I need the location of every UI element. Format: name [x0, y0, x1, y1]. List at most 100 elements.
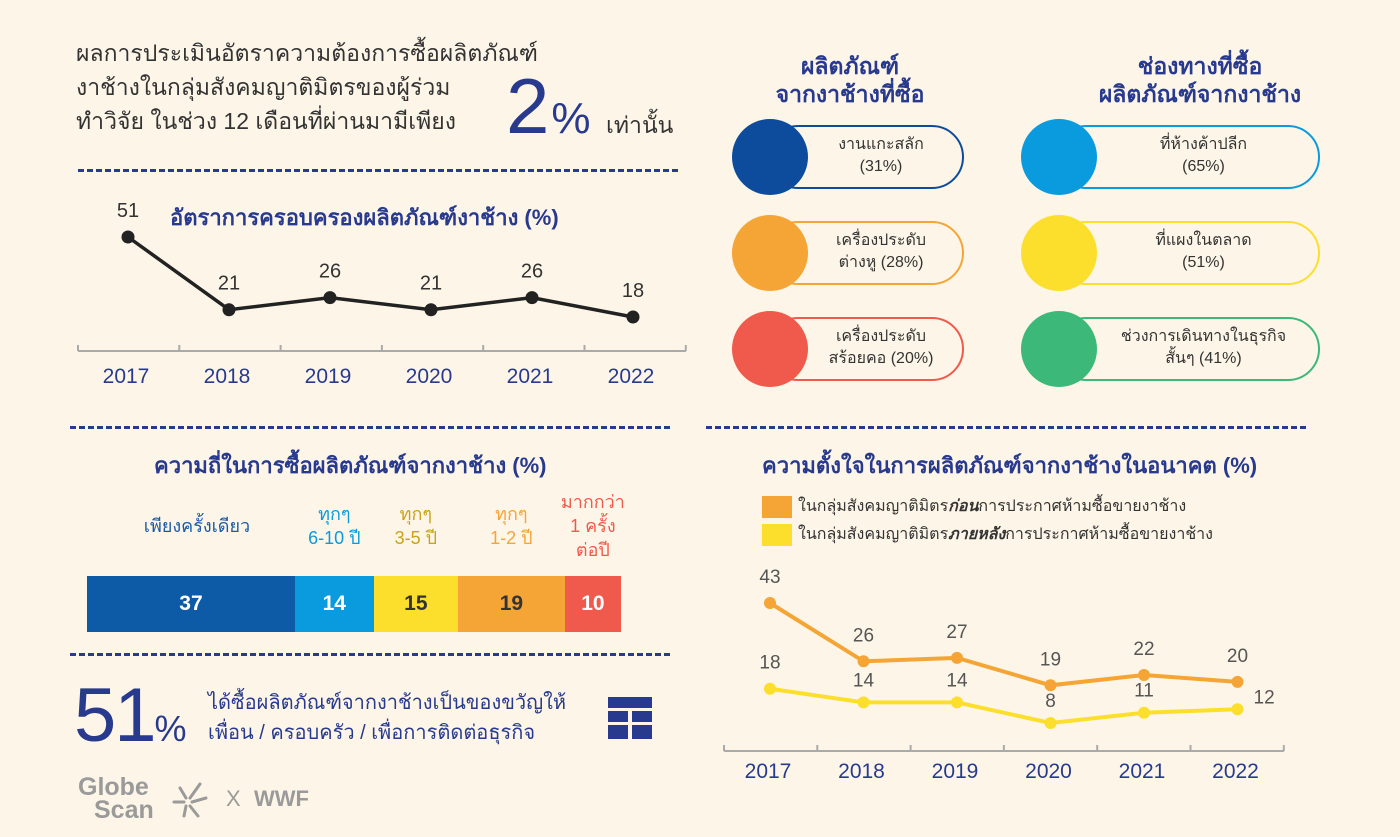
channel-pill-line-1: ที่ห้างค้าปลีก	[1159, 136, 1248, 153]
frequency-category-label-line: เพียงครั้งเดียว	[143, 516, 251, 536]
globescan-logo-line-2: Scan	[94, 796, 154, 824]
ownership-title: อัตราการครอบครองผลิตภัณฑ์งาช้าง (%)	[170, 205, 559, 230]
intention-tick-label: 2021	[1119, 760, 1166, 783]
legend-before-post: การประกาศห้ามซื้อขายงาช้าง	[978, 498, 1187, 515]
channel-pill-line-2: สั้นๆ (41%)	[1165, 350, 1242, 367]
intention-point	[951, 696, 963, 709]
ownership-data-label: 21	[420, 273, 442, 295]
channel-pill	[1054, 317, 1320, 381]
product-pill-line-1: งานแกะสลัก	[838, 136, 924, 153]
frequency-category-label: ทุกๆ 6-10 ปี	[279, 502, 389, 550]
intention-data-label: 19	[1040, 649, 1061, 670]
intention-data-label: 27	[946, 622, 967, 643]
frequency-category-label: ทุกๆ 3-5 ปี	[361, 502, 471, 550]
channel-pill-text: ที่ห้างค้าปลีก (65%)	[1101, 134, 1306, 178]
frequency-category-label-line: ทุกๆ	[495, 504, 528, 524]
logo-separator: X	[226, 786, 241, 811]
intention-series-line	[769, 686, 1238, 726]
ownership-point	[626, 310, 640, 324]
intention-tick-label: 2022	[1212, 760, 1259, 783]
divider-mid-left	[70, 426, 670, 429]
frequency-bar-segment: 19	[457, 576, 565, 632]
legend-after-post: การประกาศห้ามซื้อขายงาช้าง	[1005, 526, 1213, 543]
ownership-tick-label: 2017	[103, 365, 150, 388]
frequency-category-label: ทุกๆ 1-2 ปี	[456, 502, 566, 550]
gift-value: 51	[74, 673, 157, 758]
ownership-chart: 51 21 26 21 26 18 2017 2018 2019 2020 2021 2022	[77, 200, 687, 388]
frequency-bar-segment: 15	[373, 576, 458, 632]
ownership-data-label: 21	[218, 273, 240, 295]
product-pill-text: เครื่องประดับต่างหู (28%)	[812, 230, 950, 274]
frequency-category-label-line: 3-5 ปี	[394, 528, 438, 548]
gift-icon	[608, 697, 652, 739]
frequency-category-label: เพียงครั้งเดียว	[117, 514, 277, 538]
ownership-tick-label: 2018	[204, 365, 251, 388]
intention-point	[1044, 717, 1057, 729]
product-pill-line-2: ต่างหู (28%)	[838, 254, 924, 271]
product-pill-text: งานแกะสลัก (31%)	[812, 134, 950, 178]
legend-before-swatch	[762, 495, 792, 518]
product-dot	[732, 311, 808, 387]
ownership-point	[222, 303, 236, 317]
channel-pill	[1054, 221, 1320, 285]
channels-title-line-1: ช่องทางที่ซื้อ	[1137, 53, 1263, 79]
intro-big-percent: 2%	[506, 66, 591, 159]
product-pill-line-1: เครื่องประดับ	[835, 328, 927, 345]
intention-point	[857, 655, 870, 668]
ownership-tick-label: 2019	[305, 365, 352, 388]
intention-data-label: 12	[1254, 687, 1275, 708]
channel-pill-line-2: (65%)	[1182, 158, 1225, 175]
product-dot	[732, 119, 808, 195]
legend-before-pre: ในกลุ่มสังคมญาติมิตร	[798, 498, 949, 515]
product-pill-line-1: เครื่องประดับ	[835, 232, 927, 249]
legend-after-emphasis: ภายหลัง	[948, 526, 1006, 543]
frequency-bar-segment: 37	[87, 576, 295, 632]
ownership-data-label: 18	[622, 280, 644, 302]
channel-pill	[1054, 125, 1320, 189]
intention-data-label: 18	[759, 653, 780, 674]
frequency-category-label-line: 1-2 ปี	[490, 528, 533, 548]
legend-after-swatch	[762, 523, 792, 546]
ownership-data-label: 26	[521, 261, 543, 283]
globescan-burst-icon	[172, 782, 208, 818]
gift-text: ได้ซื้อผลิตภัณฑ์จากงาช้างเป็นของขวัญให้ …	[208, 688, 566, 748]
intention-data-label: 11	[1134, 681, 1154, 702]
ownership-tick-label: 2021	[507, 365, 554, 388]
intention-point	[857, 696, 870, 709]
intention-point	[951, 651, 963, 664]
gift-line-1: ได้ซื้อผลิตภัณฑ์จากงาช้างเป็นของขวัญให้	[208, 692, 567, 714]
products-title-line-1: ผลิตภัณฑ์	[800, 53, 900, 79]
ownership-tick-label: 2022	[608, 365, 655, 388]
ownership-point	[525, 291, 539, 305]
ownership-series-line	[126, 235, 634, 319]
divider-top-left	[78, 169, 678, 172]
frequency-category-label-line: ทุกๆ	[318, 504, 351, 524]
legend-before: ในกลุ่มสังคมญาติมิตร ก่อน การประกาศห้ามซื้…	[762, 494, 1186, 519]
globescan-logo: Globe Scan	[78, 775, 154, 824]
intention-data-label: 22	[1133, 639, 1154, 660]
channels-title: ช่องทางที่ซื้อ ผลิตภัณฑ์จากงาช้าง	[1060, 52, 1340, 108]
channel-pill-text: ช่วงการเดินทางในธุรกิจ สั้นๆ (41%)	[1101, 326, 1306, 370]
channel-dot	[1021, 119, 1097, 195]
intention-point	[764, 597, 776, 609]
intro-big-unit: %	[551, 94, 591, 143]
frequency-category-label: มากกว่า 1 ครั้ง ต่อปี	[538, 490, 648, 562]
frequency-category-label-line: ต่อปี	[575, 540, 610, 560]
intention-tick-label: 2019	[932, 760, 979, 783]
product-dot	[732, 215, 808, 291]
channel-pill-text: ที่แผงในตลาด (51%)	[1101, 230, 1306, 274]
wwf-logo: WWF	[254, 786, 309, 811]
intention-data-label: 43	[759, 567, 780, 588]
channel-dot	[1021, 215, 1097, 291]
intro-line-2: งาช้างในกลุ่มสังคมญาติมิตรของผู้ร่วม	[76, 74, 451, 100]
divider-mid-right	[706, 426, 1306, 429]
intention-data-label: 8	[1045, 691, 1056, 712]
ownership-point	[121, 230, 135, 244]
intention-tick-label: 2018	[838, 760, 885, 783]
intention-data-label: 14	[853, 670, 875, 691]
intention-data-label: 20	[1227, 646, 1248, 667]
products-title-line-2: จากงาช้างที่ซื้อ	[775, 81, 925, 107]
frequency-category-label-line: 1 ครั้ง	[570, 516, 616, 536]
ownership-data-label: 26	[319, 261, 341, 283]
intro-suffix: เท่านั้น	[606, 112, 674, 138]
